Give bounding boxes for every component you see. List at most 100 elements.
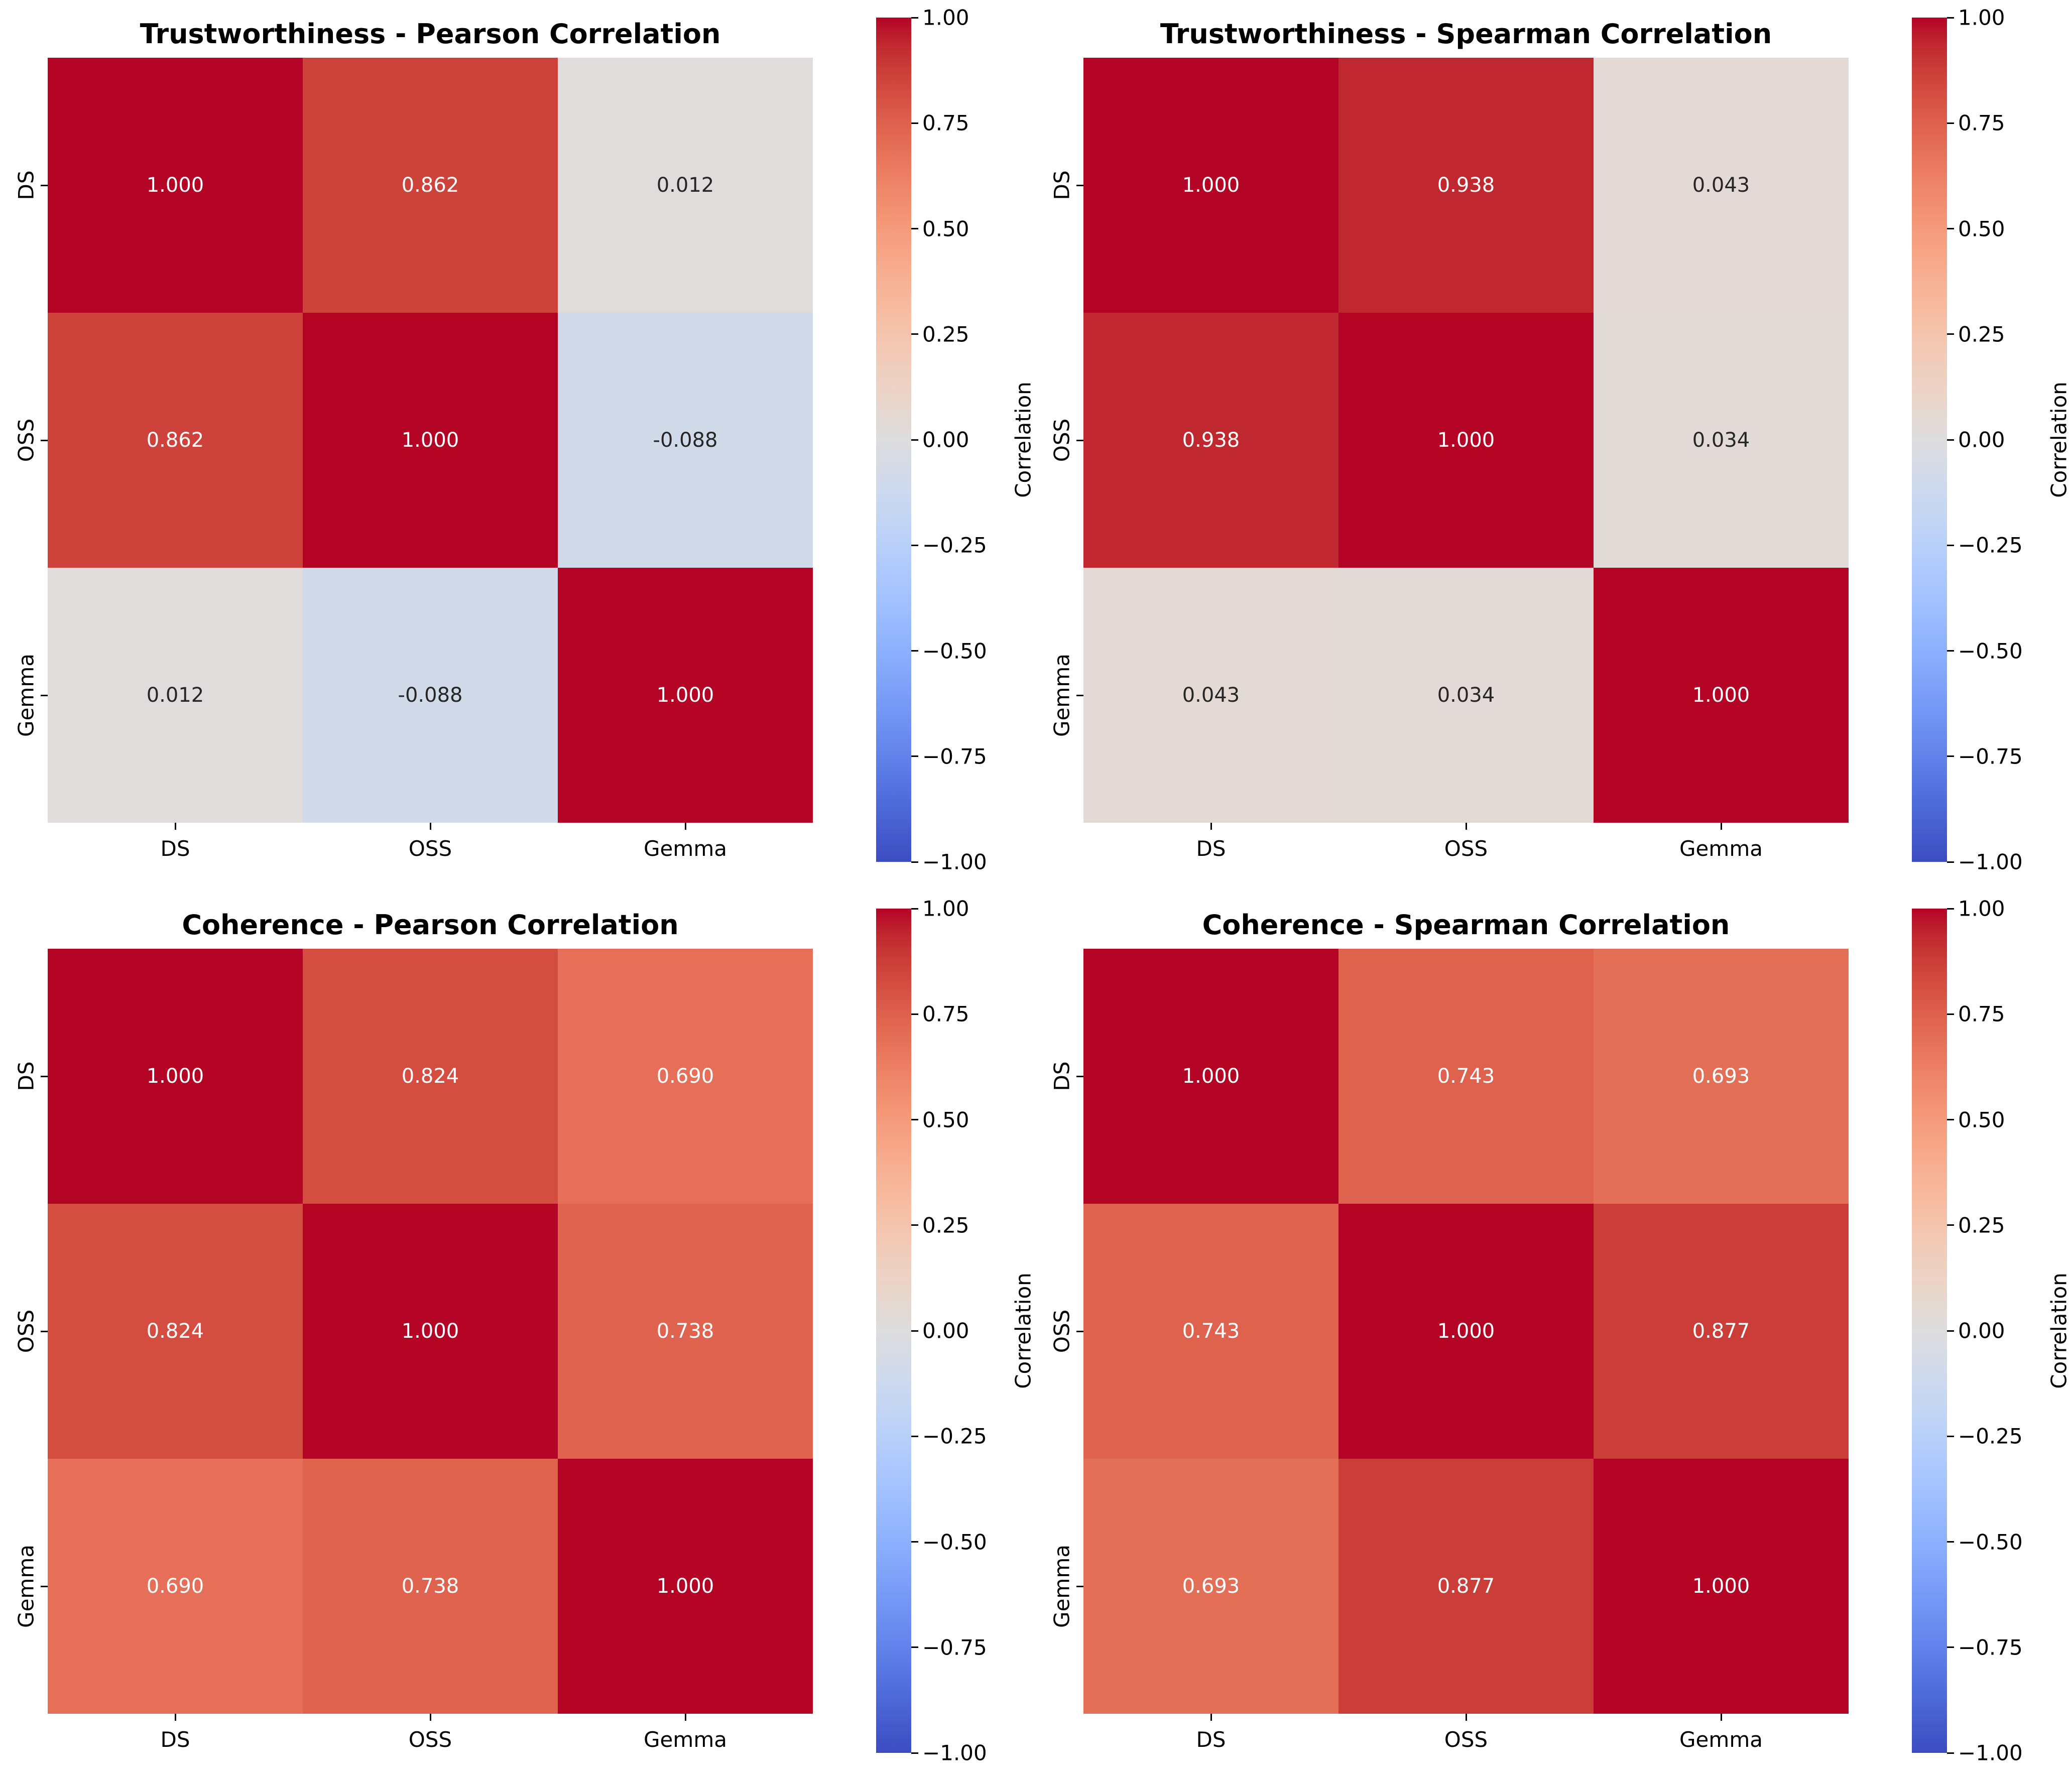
y-tick-label: Gemma bbox=[14, 1545, 39, 1628]
colorbar-tick-mark bbox=[1947, 1224, 1954, 1226]
colorbar-tick-mark bbox=[1947, 861, 1954, 863]
cell-value: 0.938 bbox=[1437, 174, 1495, 197]
colorbar-tick-mark bbox=[1947, 333, 1954, 335]
cell-value: 1.000 bbox=[401, 429, 459, 452]
colorbar-tick-mark bbox=[911, 333, 918, 335]
x-tick-mark bbox=[684, 823, 686, 830]
y-tick-label: DS bbox=[14, 170, 39, 200]
colorbar-tick-mark bbox=[911, 908, 918, 910]
heatmap-cell: 1.000 bbox=[1338, 313, 1594, 568]
heatmap-cell: 0.012 bbox=[48, 568, 303, 823]
x-tick-mark bbox=[684, 1714, 686, 1721]
heatmap-cell: 0.034 bbox=[1338, 568, 1594, 823]
subplot-title: Trustworthiness - Pearson Correlation bbox=[140, 18, 721, 50]
colorbar-tick-label: 0.00 bbox=[1958, 1318, 2005, 1343]
colorbar-tick-label: −0.50 bbox=[922, 1530, 987, 1554]
colorbar-tick-label: −0.75 bbox=[1958, 1635, 2023, 1660]
cell-value: 1.000 bbox=[146, 1065, 204, 1088]
cell-value: 0.938 bbox=[1182, 429, 1240, 452]
subplot-coherence-pearson-correlation: Coherence - Pearson Correlation 1.000 0.82… bbox=[0, 891, 1036, 1782]
colorbar-tick-mark bbox=[911, 1330, 918, 1332]
cell-value: 0.743 bbox=[1437, 1065, 1495, 1088]
heatmap-cell: 0.862 bbox=[303, 58, 558, 313]
y-tick-label: OSS bbox=[1049, 418, 1074, 462]
heatmap-cell: 0.043 bbox=[1594, 58, 1849, 313]
colorbar-tick-mark bbox=[1947, 755, 1954, 757]
colorbar-tick-label: −0.75 bbox=[922, 1635, 987, 1660]
x-tick-label: OSS bbox=[408, 836, 452, 861]
x-tick-mark bbox=[1720, 823, 1722, 830]
colorbar-tick-label: −0.50 bbox=[922, 639, 987, 663]
colorbar-tick-label: 0.25 bbox=[1958, 1213, 2005, 1238]
colorbar-tick-mark bbox=[911, 439, 918, 441]
heatmap-cell: 0.862 bbox=[48, 313, 303, 568]
heatmap-cell: 1.000 bbox=[1338, 1204, 1594, 1459]
heatmap-cell: 1.000 bbox=[1594, 1459, 1849, 1714]
subplot-title: Coherence - Spearman Correlation bbox=[1202, 909, 1730, 941]
colorbar-tick-label: 0.50 bbox=[922, 216, 969, 241]
colorbar-tick-mark bbox=[911, 1224, 918, 1226]
cell-value: 0.034 bbox=[1437, 684, 1495, 707]
y-tick-label: Gemma bbox=[1049, 1545, 1074, 1628]
colorbar-tick-mark bbox=[911, 122, 918, 124]
y-tick-label: Gemma bbox=[14, 654, 39, 737]
cell-value: 0.824 bbox=[401, 1065, 459, 1088]
heatmap-cell: 1.000 bbox=[558, 568, 813, 823]
cell-value: 0.693 bbox=[1182, 1575, 1240, 1598]
y-tick-mark bbox=[41, 694, 48, 696]
colorbar-tick-mark bbox=[911, 1119, 918, 1120]
colorbar-tick-mark bbox=[1947, 17, 1954, 19]
colorbar-tick-label: 0.50 bbox=[922, 1107, 969, 1132]
colorbar-tick-mark bbox=[1947, 228, 1954, 229]
subplot-trustworthiness-spearman-correlation: Trustworthiness - Spearman Correlation 1.… bbox=[1036, 0, 2071, 891]
colorbar-tick-label: 0.00 bbox=[1958, 427, 2005, 452]
colorbar-tick-label: 1.00 bbox=[1958, 896, 2005, 921]
y-tick-label: DS bbox=[1049, 1061, 1074, 1091]
colorbar-tick-mark bbox=[911, 17, 918, 19]
colorbar-axis-label: Correlation bbox=[2046, 381, 2071, 498]
colorbar-tick-label: 1.00 bbox=[1958, 5, 2005, 30]
heatmap-cell: 1.000 bbox=[1083, 949, 1338, 1204]
heatmap-cell: 0.693 bbox=[1083, 1459, 1338, 1714]
cell-value: 1.000 bbox=[1692, 1575, 1750, 1598]
colorbar-tick-label: −0.25 bbox=[922, 1424, 987, 1449]
heatmap-grid: 1.000 0.824 0.690 0.824 1.000 0.738 0.690 0.738… bbox=[48, 949, 813, 1714]
colorbar-tick-mark bbox=[1947, 439, 1954, 441]
colorbar-tick-mark bbox=[1947, 1541, 1954, 1543]
colorbar-tick-mark bbox=[911, 755, 918, 757]
colorbar-tick-label: 0.75 bbox=[922, 110, 969, 136]
colorbar-tick-mark bbox=[1947, 1013, 1954, 1015]
heatmap-cell: 0.743 bbox=[1083, 1204, 1338, 1459]
cell-value: 0.012 bbox=[656, 174, 714, 197]
colorbar-tick-label: −1.00 bbox=[922, 1740, 987, 1765]
colorbar-tick-label: 0.50 bbox=[1958, 216, 2005, 241]
cell-value: 0.738 bbox=[401, 1575, 459, 1598]
cell-value: 1.000 bbox=[656, 1575, 714, 1598]
colorbar-tick-label: −1.00 bbox=[922, 849, 987, 874]
x-tick-label: OSS bbox=[1444, 1727, 1488, 1752]
heatmap-cell: 0.034 bbox=[1594, 313, 1849, 568]
colorbar-tick-mark bbox=[911, 650, 918, 652]
heatmap-cell: 0.938 bbox=[1083, 313, 1338, 568]
colorbar-tick-label: −0.25 bbox=[1958, 1424, 2023, 1449]
y-tick-label: OSS bbox=[1049, 1309, 1074, 1353]
x-tick-label: DS bbox=[1196, 836, 1226, 861]
colorbar bbox=[876, 909, 911, 1753]
y-tick-mark bbox=[1076, 1330, 1083, 1332]
cell-value: 0.743 bbox=[1182, 1320, 1240, 1343]
cell-value: 1.000 bbox=[656, 684, 714, 707]
heatmap-cell: 0.824 bbox=[303, 949, 558, 1204]
colorbar-tick-label: 0.00 bbox=[922, 427, 969, 452]
colorbar-tick-mark bbox=[911, 1752, 918, 1754]
y-tick-mark bbox=[1076, 694, 1083, 696]
heatmap-cell: 0.690 bbox=[558, 949, 813, 1204]
x-tick-mark bbox=[174, 1714, 176, 1721]
y-tick-mark bbox=[41, 1585, 48, 1587]
cell-value: 0.043 bbox=[1692, 174, 1750, 197]
colorbar-tick-mark bbox=[1947, 544, 1954, 546]
cell-value: 1.000 bbox=[1182, 1065, 1240, 1088]
cell-value: 0.877 bbox=[1437, 1575, 1495, 1598]
colorbar-tick-label: 0.75 bbox=[922, 1001, 969, 1027]
colorbar-tick-label: −0.75 bbox=[1958, 744, 2023, 769]
